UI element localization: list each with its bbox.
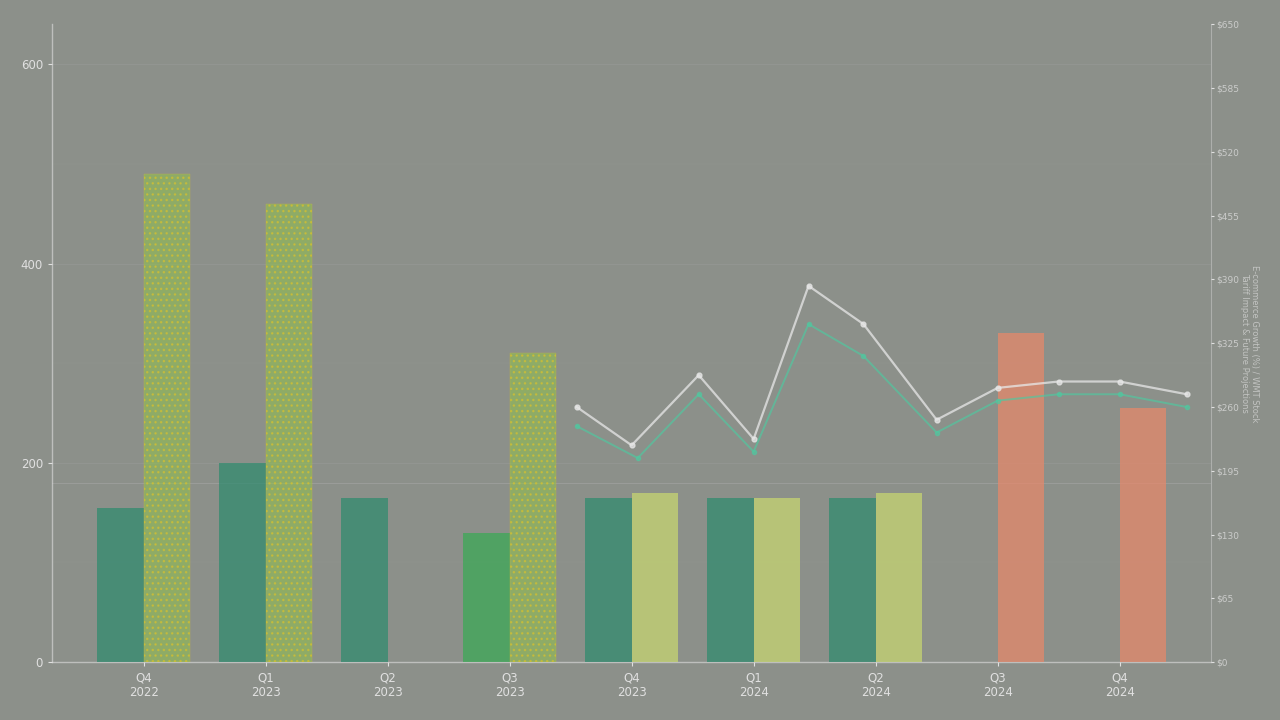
Bar [631,492,678,662]
Bar [463,533,509,662]
Bar [143,174,189,662]
Bar [829,498,876,662]
Bar [754,498,800,662]
Bar [997,333,1044,662]
Bar [876,492,922,662]
Bar [97,508,143,662]
Bar [342,498,388,662]
Bar [266,204,312,662]
Bar [1120,408,1166,662]
Bar [585,498,631,662]
Y-axis label: E-commerce Growth (%) / WMT Stock
Tariff Impact & Future Projections: E-commerce Growth (%) / WMT Stock Tariff… [1240,264,1260,422]
Bar [708,498,754,662]
Bar [509,354,556,662]
Bar [219,463,266,662]
